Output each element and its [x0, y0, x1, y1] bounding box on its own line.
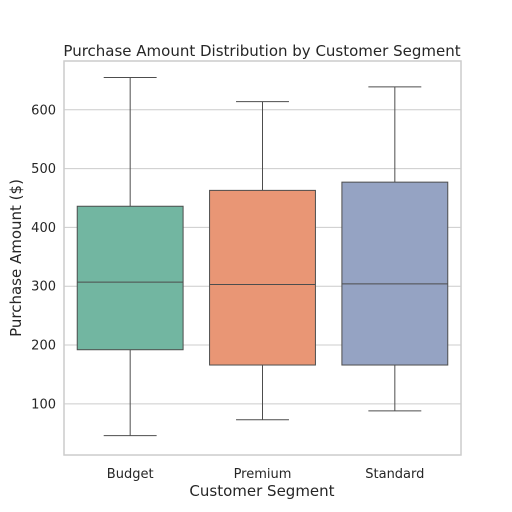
- y-tick-label: 300: [31, 280, 56, 295]
- x-tick-label: Standard: [365, 467, 424, 482]
- x-tick-label: Budget: [107, 467, 154, 482]
- box-budget: [76, 205, 184, 351]
- y-axis-label: Purchase Amount ($): [7, 179, 25, 337]
- y-tick-label: 500: [31, 162, 56, 177]
- y-tick-label: 400: [31, 221, 56, 236]
- y-tick-label: 200: [31, 339, 56, 354]
- x-axis-label: Customer Segment: [189, 482, 334, 500]
- box-premium: [209, 189, 316, 366]
- box-standard: [341, 181, 449, 366]
- x-tick-labels: Budget Premium Standard: [107, 467, 425, 482]
- y-tick-label: 600: [31, 103, 56, 118]
- chart-title: Purchase Amount Distribution by Customer…: [63, 42, 460, 60]
- y-tick-labels: 100 200 300 400 500 600: [31, 103, 56, 412]
- y-tick-label: 100: [31, 397, 56, 412]
- boxes-group: [76, 76, 449, 437]
- x-tick-label: Premium: [234, 467, 292, 482]
- plot-frame: [63, 60, 462, 456]
